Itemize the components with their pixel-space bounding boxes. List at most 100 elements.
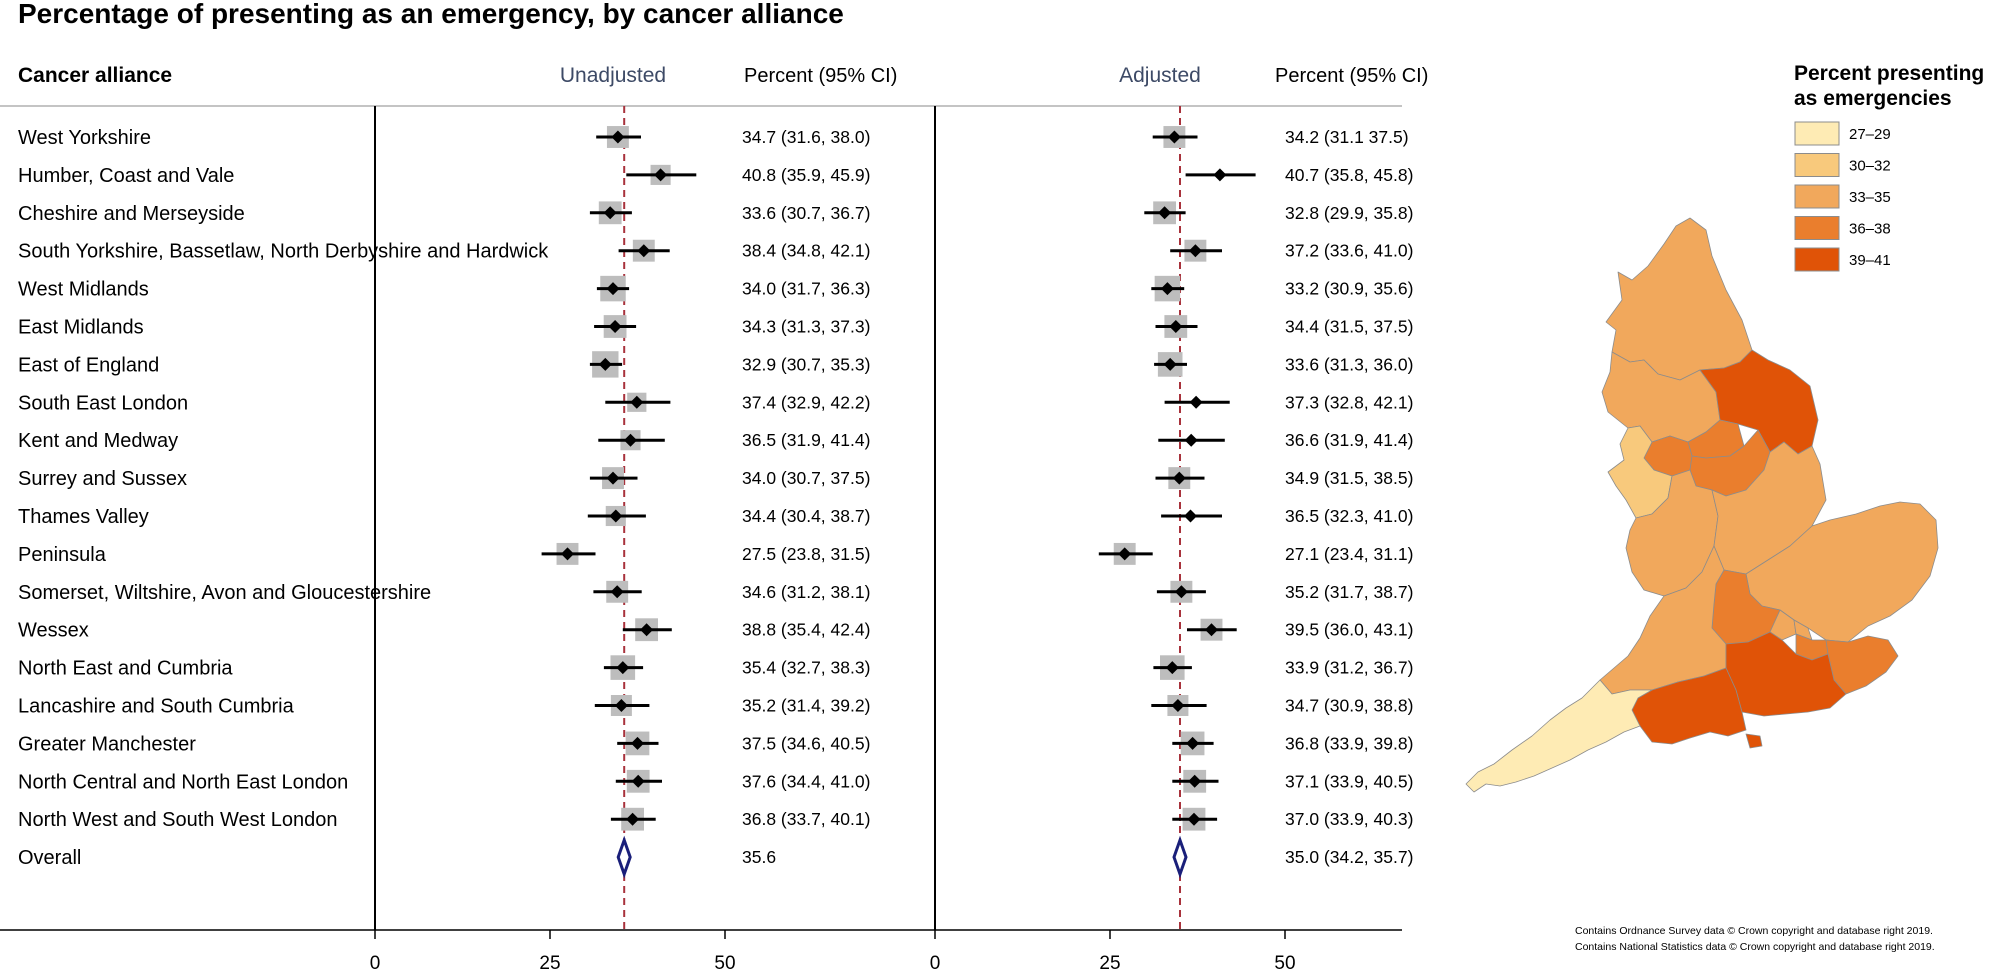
row-label-somerset-wiltshire-avon-and-gloucestershire: Somerset, Wiltshire, Avon and Gloucester… xyxy=(18,582,431,604)
legend-label-4: 39–41 xyxy=(1849,252,1891,269)
chart-title: Percentage of presenting as an emergency… xyxy=(18,0,844,29)
adjusted-point-east-of-england xyxy=(1163,357,1177,371)
unadjusted-ci-text-greater-manchester: 37.5 (34.6, 40.5) xyxy=(742,733,870,753)
unadjusted-ci-text-north-central-and-north-east-london: 37.6 (34.4, 41.0) xyxy=(742,771,870,791)
adjusted-ci-text-north-east-and-cumbria: 33.9 (31.2, 36.7) xyxy=(1285,658,1413,678)
adjusted-point-somerset-wiltshire-avon-and-gloucestershire xyxy=(1174,585,1188,599)
adjusted-ci-text-west-midlands: 33.2 (30.9, 35.6) xyxy=(1285,279,1413,299)
unadjusted-ci-text-lancashire-and-south-cumbria: 35.2 (31.4, 39.2) xyxy=(742,696,870,716)
unadjusted-ci-text-north-east-and-cumbria: 35.4 (32.7, 38.3) xyxy=(742,658,870,678)
legend-swatch-0 xyxy=(1794,121,1840,146)
adjusted-ci-text-wessex: 39.5 (36.0, 43.1) xyxy=(1285,620,1413,640)
legend-label-0: 27–29 xyxy=(1849,126,1891,143)
adjusted-tick-label-25: 25 xyxy=(1099,953,1120,974)
adjusted-ci-text-kent-and-medway: 36.6 (31.9, 41.4) xyxy=(1285,430,1413,450)
row-label-wessex: Wessex xyxy=(18,620,89,642)
adjusted-point-surrey-and-sussex xyxy=(1172,471,1186,485)
legend-label-3: 36–38 xyxy=(1849,221,1891,238)
unadjusted-point-south-yorkshire-bassetlaw-north-derbyshire-and-hardwick xyxy=(637,244,651,258)
row-label-south-yorkshire-bassetlaw-north-derbyshire-and-hardwick: South Yorkshire, Bassetlaw, North Derbys… xyxy=(18,241,549,263)
unadjusted-point-east-midlands xyxy=(608,320,622,333)
row-label-kent-and-medway: Kent and Medway xyxy=(18,430,178,452)
adjusted-point-west-midlands xyxy=(1160,282,1174,296)
adjusted-ci-text-greater-manchester: 36.8 (33.9, 39.8) xyxy=(1285,733,1413,753)
unadjusted-tick-label-50: 50 xyxy=(714,953,735,974)
unadjusted-point-south-east-london xyxy=(630,395,644,409)
unadjusted-point-humber-coast-and-vale xyxy=(654,168,668,182)
adjusted-overall-text: 35.0 (34.2, 35.7) xyxy=(1285,847,1413,867)
row-label-thames-valley: Thames Valley xyxy=(18,506,149,528)
adjusted-ci-text-north-central-and-north-east-london: 37.1 (33.9, 40.5) xyxy=(1285,771,1413,791)
england-map xyxy=(1465,217,1939,793)
unadjusted-ci-text-peninsula: 27.5 (23.8, 31.5) xyxy=(742,544,870,564)
legend-swatch-3 xyxy=(1794,216,1840,240)
adjusted-ci-text-south-yorkshire-bassetlaw-north-derbyshire-and-hardwick: 37.2 (33.6, 41.0) xyxy=(1285,241,1413,261)
adjusted-ci-text-humber-coast-and-vale: 40.7 (35.8, 45.8) xyxy=(1285,165,1413,185)
value-header-adjusted: Percent (95% CI) xyxy=(1275,65,1428,87)
adjusted-tick-label-50: 50 xyxy=(1274,953,1295,974)
legend-swatch-4 xyxy=(1794,247,1840,272)
adjusted-point-lancashire-and-south-cumbria xyxy=(1171,699,1185,712)
row-label-greater-manchester: Greater Manchester xyxy=(18,733,196,755)
adjusted-point-wessex xyxy=(1205,623,1218,637)
adjusted-ci-text-somerset-wiltshire-avon-and-gloucestershire: 35.2 (31.7, 38.7) xyxy=(1285,582,1413,602)
map-region-north-east-and-cumbria xyxy=(1605,217,1753,381)
adjusted-point-north-west-and-south-west-london xyxy=(1187,812,1201,826)
legend-label-2: 33–35 xyxy=(1849,189,1891,206)
adjusted-point-north-east-and-cumbria xyxy=(1165,661,1179,675)
adjusted-tick-label-0: 0 xyxy=(930,953,941,974)
unadjusted-point-east-of-england xyxy=(598,357,612,371)
unadjusted-point-peninsula xyxy=(561,547,574,561)
unadjusted-ci-text-north-west-and-south-west-london: 36.8 (33.7, 40.1) xyxy=(742,809,870,829)
adjusted-ci-text-east-of-england: 33.6 (31.3, 36.0) xyxy=(1285,354,1413,374)
legend-swatch-2 xyxy=(1794,184,1840,209)
unadjusted-point-wessex xyxy=(640,623,654,637)
adjusted-ci-text-south-east-london: 37.3 (32.8, 42.1) xyxy=(1285,392,1413,412)
unadjusted-overall-text: 35.6 xyxy=(742,847,776,867)
row-label-west-midlands: West Midlands xyxy=(18,279,149,301)
unadjusted-point-somerset-wiltshire-avon-and-gloucestershire xyxy=(610,585,624,599)
unadjusted-point-surrey-and-sussex xyxy=(606,471,620,485)
unadjusted-ci-text-cheshire-and-merseyside: 33.6 (30.7, 36.7) xyxy=(742,203,870,223)
panel-title-adjusted: Adjusted xyxy=(1119,64,1201,87)
unadjusted-point-north-central-and-north-east-london xyxy=(631,774,645,788)
unadjusted-point-north-east-and-cumbria xyxy=(616,661,630,675)
row-label-east-of-england: East of England xyxy=(18,354,159,376)
adjusted-point-south-east-london xyxy=(1189,395,1203,409)
credit-line-1: Contains Ordnance Survey data © Crown co… xyxy=(1575,925,1933,937)
unadjusted-ci-text-somerset-wiltshire-avon-and-gloucestershire: 34.6 (31.2, 38.1) xyxy=(742,582,870,602)
unadjusted-ci-text-kent-and-medway: 36.5 (31.9, 41.4) xyxy=(742,430,870,450)
adjusted-point-greater-manchester xyxy=(1186,736,1200,750)
map-region-peninsula xyxy=(1465,679,1653,793)
map-region-isle-of-wight xyxy=(1745,733,1763,749)
unadjusted-ci-text-wessex: 38.8 (35.4, 42.4) xyxy=(742,620,870,640)
row-label-west-yorkshire: West Yorkshire xyxy=(18,127,151,149)
unadjusted-point-north-west-and-south-west-london xyxy=(626,812,640,826)
adjusted-point-peninsula xyxy=(1118,547,1132,561)
adjusted-ci-text-thames-valley: 36.5 (32.3, 41.0) xyxy=(1285,506,1413,526)
adjusted-point-kent-and-medway xyxy=(1184,433,1198,447)
row-label-east-midlands: East Midlands xyxy=(18,317,144,339)
unadjusted-ci-text-south-east-london: 37.4 (32.9, 42.2) xyxy=(742,392,870,412)
row-label-north-west-and-south-west-london: North West and South West London xyxy=(18,809,337,831)
row-label-overall: Overall xyxy=(18,847,81,869)
unadjusted-ci-text-surrey-and-sussex: 34.0 (30.7, 37.5) xyxy=(742,468,870,488)
unadjusted-ci-text-humber-coast-and-vale: 40.8 (35.9, 45.9) xyxy=(742,165,870,185)
unadjusted-ci-text-thames-valley: 34.4 (30.4, 38.7) xyxy=(742,506,870,526)
unadjusted-ci-text-east-of-england: 32.9 (30.7, 35.3) xyxy=(742,354,870,374)
unadjusted-point-kent-and-medway xyxy=(624,433,637,447)
legend-title-line1: Percent presenting xyxy=(1794,62,1984,85)
unadjusted-ci-text-west-yorkshire: 34.7 (31.6, 38.0) xyxy=(742,127,870,147)
adjusted-ci-text-peninsula: 27.1 (23.4, 31.1) xyxy=(1285,544,1413,564)
adjusted-ci-text-east-midlands: 34.4 (31.5, 37.5) xyxy=(1285,317,1413,337)
row-label-north-central-and-north-east-london: North Central and North East London xyxy=(18,771,348,793)
panel-title-unadjusted: Unadjusted xyxy=(560,64,666,87)
map-region-north-west-and-south-west-london xyxy=(1769,609,1797,641)
adjusted-overall-diamond xyxy=(1172,835,1188,879)
legend-swatch-1 xyxy=(1794,153,1840,177)
unadjusted-point-west-midlands xyxy=(606,282,620,296)
row-label-peninsula: Peninsula xyxy=(18,544,107,566)
row-label-surrey-and-sussex: Surrey and Sussex xyxy=(18,468,187,490)
row-label-south-east-london: South East London xyxy=(18,392,188,414)
